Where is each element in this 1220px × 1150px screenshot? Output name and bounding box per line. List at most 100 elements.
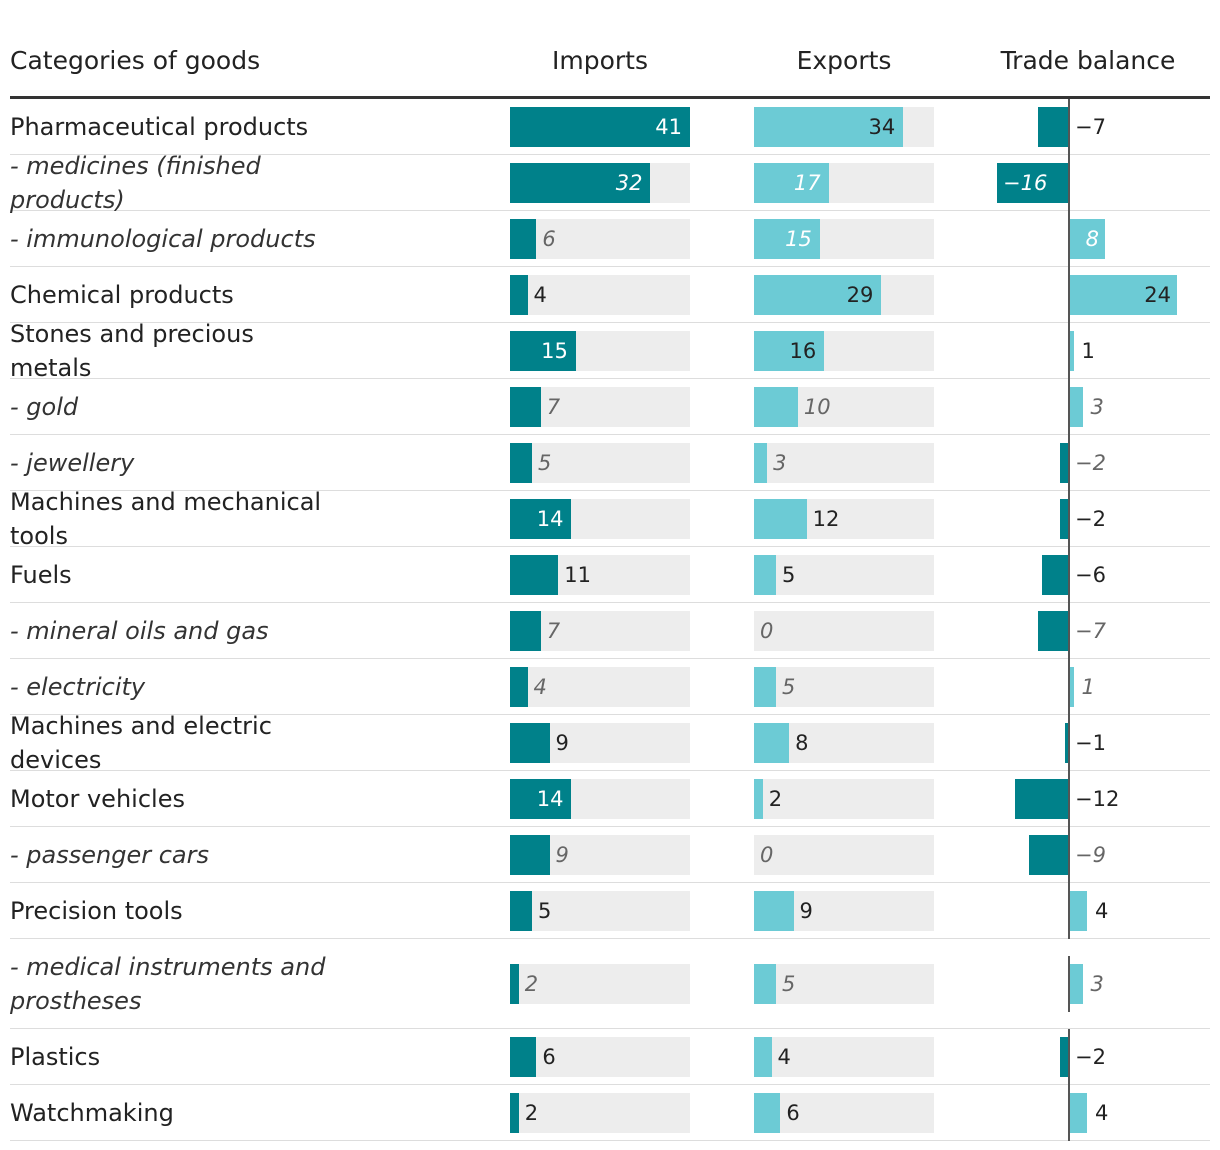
table-row: Plastics 6 4 −2 — [10, 1028, 1210, 1085]
imports-bar — [510, 386, 541, 427]
imports-cell: 7 — [510, 386, 690, 427]
exports-label: 17 — [793, 170, 821, 195]
imports-cell: 32 — [510, 162, 690, 203]
balance-label: −2 — [1075, 506, 1106, 531]
balance-bar — [1069, 963, 1083, 1004]
exports-label: 0 — [760, 618, 774, 643]
row-label: - passenger cars — [10, 840, 209, 869]
table-row: - immunological products 6 15 8 — [10, 210, 1210, 267]
table-body: Pharmaceutical products 41 34 −7- medicines… — [0, 98, 1220, 1141]
balance-axis — [1068, 98, 1070, 155]
imports-label: 9 — [555, 730, 569, 755]
row-label: - mineral oils and gas — [10, 616, 269, 645]
exports-bar — [754, 666, 776, 707]
exports-bar — [754, 1092, 781, 1133]
row-label: - immunological products — [10, 224, 316, 253]
balance-bar — [1042, 554, 1069, 595]
balance-cell: −9 — [978, 826, 1210, 883]
exports-label: 6 — [786, 1100, 800, 1125]
imports-cell: 4 — [510, 666, 690, 707]
table-row: - mineral oils and gas 7 0 −7 — [10, 602, 1210, 659]
imports-cell: 5 — [510, 442, 690, 483]
exports-cell: 0 — [754, 610, 934, 651]
balance-cell: 4 — [978, 882, 1210, 939]
table-row: - medicines (finished products) 32 17 −16 — [10, 152, 1210, 214]
balance-bar — [1069, 218, 1105, 259]
balance-axis — [1068, 154, 1070, 211]
table-row: Watchmaking 2 6 4 — [10, 1084, 1210, 1141]
imports-bar — [510, 554, 559, 595]
exports-label: 34 — [868, 114, 896, 139]
imports-bar — [510, 162, 651, 203]
exports-label: 29 — [846, 282, 874, 307]
imports-cell: 9 — [510, 722, 690, 763]
exports-cell: 17 — [754, 162, 934, 203]
imports-cell: 7 — [510, 610, 690, 651]
exports-label: 12 — [812, 506, 840, 531]
imports-cell: 15 — [510, 330, 690, 371]
table-row: - medical instruments and prostheses 2 5 3 — [10, 939, 1210, 1029]
balance-label: −1 — [1075, 730, 1106, 755]
balance-cell: 1 — [978, 322, 1210, 379]
balance-cell: 24 — [978, 266, 1210, 323]
exports-label: 2 — [768, 786, 783, 811]
exports-label: 8 — [795, 730, 809, 755]
balance-label: −2 — [1075, 450, 1106, 475]
balance-axis — [1068, 266, 1070, 323]
balance-cell: −2 — [978, 434, 1210, 491]
exports-bar — [754, 162, 829, 203]
balance-cell: −2 — [978, 1028, 1210, 1085]
balance-cell: −1 — [978, 714, 1210, 771]
imports-label: 6 — [542, 1044, 556, 1069]
balance-axis — [1068, 826, 1070, 883]
exports-label: 5 — [781, 971, 796, 996]
exports-cell: 6 — [754, 1092, 934, 1133]
exports-bar — [754, 554, 776, 595]
imports-bar — [510, 834, 550, 875]
exports-label: 4 — [777, 1044, 791, 1069]
imports-label: 4 — [533, 674, 547, 699]
table-row: Motor vehicles 14 2 −12 — [10, 770, 1210, 827]
balance-bar — [1069, 274, 1177, 315]
exports-cell: 34 — [754, 106, 934, 147]
exports-bar — [754, 890, 794, 931]
imports-label: 7 — [546, 394, 561, 419]
imports-bar — [510, 1092, 519, 1133]
exports-cell: 4 — [754, 1036, 934, 1077]
imports-bar — [510, 274, 528, 315]
exports-label: 15 — [785, 226, 812, 251]
balance-axis — [1068, 1084, 1070, 1141]
exports-bar — [754, 442, 768, 483]
exports-label: 9 — [799, 898, 813, 923]
imports-bar — [510, 666, 528, 707]
exports-bar — [754, 963, 776, 1004]
imports-cell: 41 — [510, 106, 690, 147]
imports-bar — [510, 1036, 537, 1077]
balance-axis — [1068, 1028, 1070, 1085]
exports-label: 10 — [803, 394, 831, 419]
exports-cell: 0 — [754, 834, 934, 875]
row-label: - electricity — [10, 672, 146, 701]
balance-axis — [1068, 770, 1070, 827]
exports-cell: 9 — [754, 890, 934, 931]
imports-label: 6 — [542, 226, 556, 251]
exports-label: 3 — [773, 450, 787, 475]
imports-label: 32 — [615, 170, 643, 195]
exports-cell: 12 — [754, 498, 934, 539]
balance-label: 3 — [1090, 394, 1104, 419]
balance-label: −7 — [1075, 114, 1106, 139]
balance-label: 3 — [1090, 971, 1104, 996]
imports-label: 2 — [524, 1100, 539, 1125]
exports-bar — [754, 218, 820, 259]
balance-axis — [1068, 602, 1070, 659]
exports-cell: 16 — [754, 330, 934, 371]
imports-bar — [510, 106, 690, 147]
table-row: Machines and mechanical tools 14 12 −2 — [10, 488, 1210, 550]
imports-bar — [510, 442, 532, 483]
imports-label: 7 — [546, 618, 561, 643]
balance-label: 4 — [1095, 1100, 1109, 1125]
exports-cell: 2 — [754, 778, 934, 819]
table-row: Pharmaceutical products 41 34 −7 — [10, 98, 1210, 155]
balance-label: 1 — [1081, 338, 1095, 363]
balance-cell: −7 — [978, 602, 1210, 659]
